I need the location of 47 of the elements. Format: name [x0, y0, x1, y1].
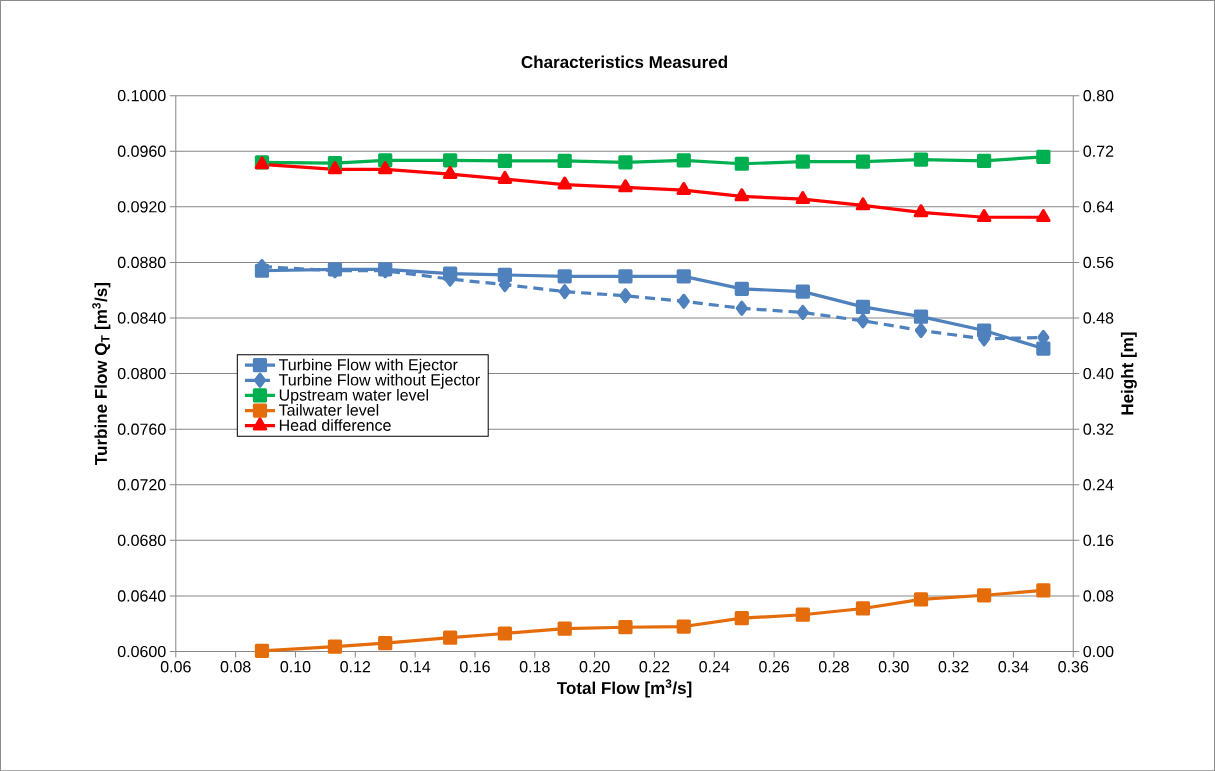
y-tick-label: 0.0640	[117, 590, 166, 602]
y2-axis-title: Height [m]	[1120, 332, 1137, 415]
x-tick-label: 0.30	[878, 660, 909, 673]
y2-tick-label: 0.40	[1083, 367, 1114, 380]
y-tick-label: 0.0680	[117, 534, 166, 546]
x-tick-label: 0.22	[639, 660, 670, 673]
legend-label: Head difference	[279, 419, 391, 431]
y2-tick-label: 0.72	[1083, 145, 1114, 157]
y2-tick-label: 0.64	[1083, 201, 1114, 213]
y-axis-title: Turbine Flow Q$_{T}$ [m$^{3}$/s]	[92, 282, 111, 465]
legend-label: Tailwater level	[278, 403, 379, 416]
y2-tick-label: 0.32	[1083, 423, 1114, 435]
legend-label: Turbine Flow with Ejector	[278, 358, 458, 374]
y-tick-label: 0.1000	[117, 89, 166, 102]
y-tick-label: 0.0600	[117, 645, 166, 658]
x-tick-label: 0.28	[818, 660, 849, 673]
y-tick-label: 0.0720	[117, 478, 166, 491]
y-tick-label: 0.0880	[117, 256, 166, 268]
y-tick-label: 0.0840	[117, 312, 166, 324]
y2-tick-label: 0.48	[1083, 312, 1114, 324]
chart-title: Characteristics Measured	[521, 55, 728, 68]
x-tick-label: 0.20	[579, 660, 610, 673]
x-axis-title: Total Flow [m$^{3}$/s]	[556, 679, 692, 698]
x-tick-label: 0.34	[998, 660, 1029, 673]
y2-tick-label: 0.08	[1083, 590, 1114, 602]
x-tick-label: 0.32	[938, 660, 969, 673]
x-tick-label: 0.26	[759, 660, 789, 673]
y2-tick-label: 0.80	[1083, 89, 1114, 102]
y2-tick-label: 0.56	[1083, 256, 1114, 268]
x-tick-label: 0.18	[519, 660, 550, 673]
y-tick-label: 0.0960	[117, 145, 166, 157]
x-tick-label: 0.08	[220, 660, 251, 673]
y-tick-label: 0.0760	[117, 423, 166, 435]
x-tick-label: 0.14	[400, 660, 431, 673]
x-tick-label: 0.10	[280, 660, 311, 673]
x-tick-label: 0.06	[160, 660, 191, 673]
y2-tick-label: 0.24	[1083, 478, 1114, 491]
x-tick-label: 0.12	[340, 660, 371, 673]
x-tick-label: 0.36	[1058, 660, 1089, 673]
y-tick-label: 0.0800	[117, 367, 166, 380]
x-tick-label: 0.24	[699, 660, 730, 673]
y2-tick-label: 0.16	[1083, 534, 1114, 546]
y-tick-label: 0.0920	[117, 201, 166, 213]
x-tick-label: 0.16	[459, 660, 490, 673]
legend-label: Upstream water level	[279, 388, 428, 404]
y2-tick-label: 0.00	[1083, 645, 1114, 658]
legend-label: Turbine Flow without Ejector	[278, 373, 480, 389]
